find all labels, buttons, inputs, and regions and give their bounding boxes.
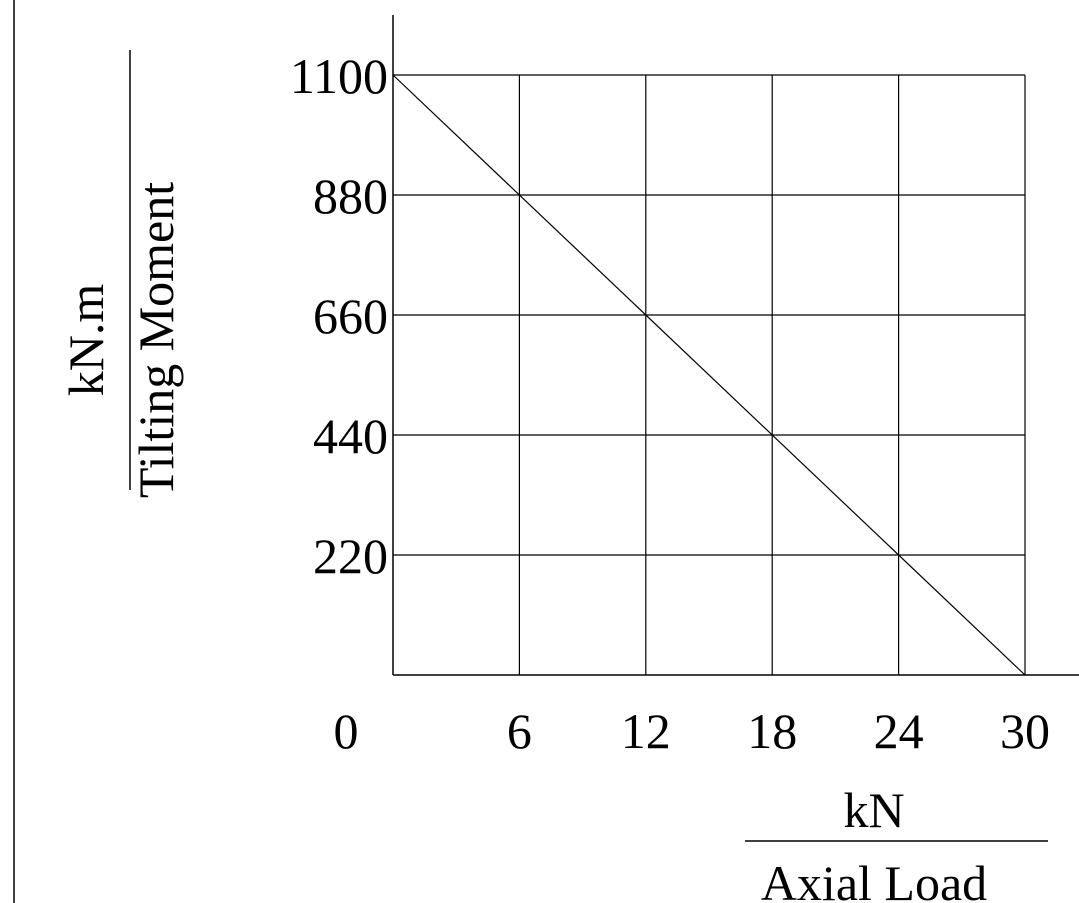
- y-tick-label: 880: [313, 168, 388, 224]
- y-tick-label: 1100: [290, 48, 388, 104]
- x-axis-name: Axial Load: [761, 855, 987, 903]
- x-tick-label: 18: [747, 703, 797, 759]
- x-tick-label: 24: [874, 703, 924, 759]
- y-axis-unit: kN.m: [58, 284, 114, 397]
- x-tick-labels: 0 6 12 18 24 30: [334, 703, 1051, 759]
- series-line: [392, 74, 1026, 676]
- y-axis-name: Tilting Moment: [128, 182, 184, 498]
- x-tick-label: 12: [621, 703, 671, 759]
- y-tick-label: 220: [313, 528, 388, 584]
- y-axis-label: kN.m Tilting Moment: [58, 50, 184, 498]
- series-group: [392, 74, 1026, 676]
- y-tick-label: 440: [313, 408, 388, 464]
- x-tick-label: 0: [334, 703, 359, 759]
- x-axis-unit: kN: [843, 782, 904, 838]
- grid: [393, 74, 1026, 675]
- x-tick-label: 30: [1000, 703, 1050, 759]
- x-tick-label: 6: [507, 703, 532, 759]
- y-tick-label: 660: [313, 288, 388, 344]
- y-tick-labels: 220 440 660 880 1100: [290, 48, 388, 584]
